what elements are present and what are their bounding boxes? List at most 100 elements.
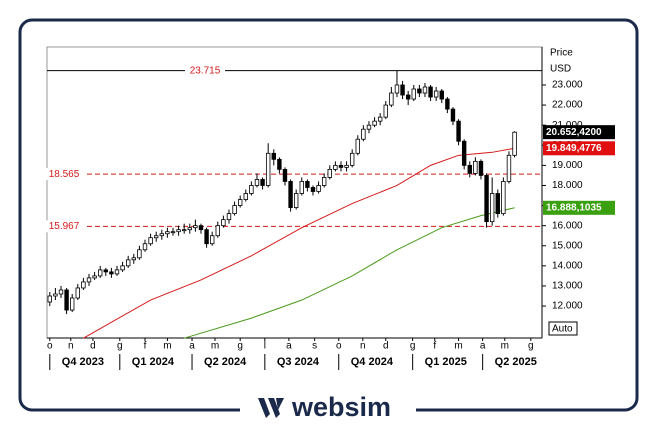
x-tick-label: s (312, 341, 317, 352)
level-label: 23.715 (190, 65, 221, 76)
candle-body (389, 92, 394, 106)
y-tick-label: 15.000 (552, 240, 583, 251)
candle-body (120, 265, 125, 271)
candle-body (288, 181, 293, 208)
level-label-bg (44, 168, 84, 181)
candle-body (193, 225, 198, 229)
x-tick-label: f (144, 341, 147, 352)
candle-body (501, 181, 506, 215)
candle-body (137, 249, 142, 259)
candle-body (209, 235, 215, 245)
candle-body (433, 90, 439, 98)
candle-body (473, 160, 478, 174)
period-label: Q4 2024 (351, 356, 394, 368)
candle-body (305, 181, 310, 188)
candle-body (103, 269, 108, 273)
x-tick-label: l (264, 341, 266, 352)
x-tick-label: m (501, 341, 509, 352)
y-tick-label: 16.000 (552, 220, 583, 231)
y-tick-label: 18.000 (552, 180, 583, 191)
level-label: 15.967 (49, 221, 80, 232)
candle-body (153, 235, 159, 239)
x-tick-label: n (68, 341, 74, 352)
candle-body (361, 128, 366, 140)
candle-body (237, 199, 243, 206)
candle-body (221, 219, 226, 227)
candle-body (467, 164, 472, 174)
candle-body (461, 140, 467, 166)
level-label-bg (44, 220, 84, 233)
x-tick-label: n (360, 341, 366, 352)
candle-body (204, 229, 209, 245)
price-label-box (543, 141, 615, 156)
moving-average (184, 207, 515, 339)
candle-body (344, 164, 349, 168)
period-label: Q3 2024 (277, 356, 320, 368)
auto-button-label[interactable]: Auto (552, 324, 573, 335)
candle-body (394, 84, 400, 94)
candle-body (249, 185, 254, 194)
level-label-bg (185, 64, 225, 77)
candle-body (148, 237, 153, 245)
candle-body (81, 281, 86, 289)
candle-body (142, 243, 148, 251)
y-tick-label: 23.000 (552, 80, 583, 91)
logo-text: websim (291, 392, 391, 422)
period-label: Q1 2024 (132, 356, 175, 368)
candle-body (495, 193, 500, 215)
candle-body (506, 154, 512, 182)
candle-body (243, 193, 248, 200)
candle-body (428, 86, 433, 98)
x-tick-label: a (286, 341, 292, 352)
candle-body (366, 124, 372, 130)
x-tick-label: g (237, 341, 243, 352)
candle-body (512, 131, 517, 156)
candle-body (439, 90, 444, 100)
price-label: 16.888,1035 (546, 202, 602, 213)
candle-body (109, 271, 114, 275)
candle-body (349, 152, 355, 166)
candle-body (489, 193, 495, 223)
candle-body (478, 160, 484, 176)
candle-body (456, 120, 461, 142)
candle-body (299, 181, 304, 194)
candle-body (58, 289, 64, 295)
candle-body (411, 88, 416, 100)
price-label: 20.652,4200 (546, 127, 602, 138)
y-tick-label: 14.000 (552, 260, 583, 271)
x-tick-label: o (47, 341, 53, 352)
x-tick-label: g (528, 341, 534, 352)
price-label: 19.849,4776 (546, 143, 602, 154)
candle-body (445, 98, 450, 110)
auto-button[interactable] (548, 321, 578, 336)
candle-body (327, 168, 332, 178)
period-label: Q2 2025 (495, 356, 537, 368)
candle-body (254, 179, 260, 186)
candle-body (383, 104, 388, 118)
candle-body (47, 295, 52, 303)
candle-body (170, 231, 176, 234)
candle-body (484, 175, 489, 223)
x-tick-label: m (454, 341, 462, 352)
axis-title: Price (550, 48, 573, 59)
candle-body (97, 269, 103, 277)
candle-body (131, 257, 136, 261)
candle-body (271, 152, 276, 160)
candle-body (187, 227, 192, 231)
candle-body (265, 152, 271, 186)
candle-body (86, 277, 92, 283)
candle-body (75, 287, 80, 299)
candle-body (316, 185, 321, 192)
candle-body (372, 120, 377, 126)
x-tick-label: g (117, 341, 123, 352)
candle-body (159, 233, 164, 237)
candle-body (417, 88, 422, 94)
x-tick-label: m (211, 341, 219, 352)
candle-body (198, 225, 204, 231)
moving-average (83, 147, 515, 339)
candle-body (165, 231, 170, 235)
candle-body (450, 108, 456, 122)
candle-body (355, 138, 360, 154)
candle-body (114, 269, 120, 275)
